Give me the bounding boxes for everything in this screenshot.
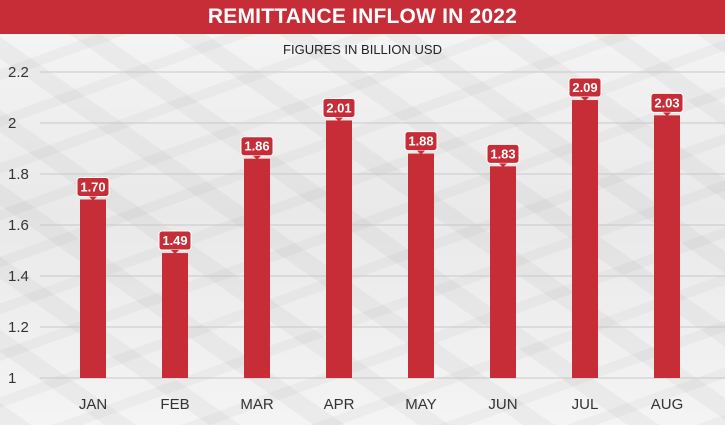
bar-mar (244, 158, 270, 378)
value-label-pointer (663, 112, 671, 117)
bar-jul (572, 100, 598, 379)
y-tick-label: 2 (8, 115, 16, 132)
y-tick-label: 1.6 (8, 217, 29, 234)
bar-feb (162, 253, 188, 378)
data-label: 1.83 (490, 146, 515, 161)
title-bar (0, 0, 725, 34)
data-label: 2.03 (654, 95, 679, 110)
bar-aug (654, 115, 680, 378)
value-label-pointer (499, 163, 507, 168)
y-tick-label: 1.8 (8, 166, 29, 183)
data-label: 1.88 (408, 134, 433, 149)
x-tick-label: FEB (160, 396, 189, 413)
data-label: 1.49 (162, 233, 187, 248)
y-tick-label: 1 (8, 370, 16, 387)
data-label: 1.86 (244, 139, 269, 154)
bar-jun (490, 166, 516, 378)
bar-jan (80, 199, 106, 378)
bar-may (408, 153, 434, 378)
x-tick-label: APR (324, 396, 355, 413)
x-tick-label: JAN (79, 396, 107, 413)
data-label: 1.70 (80, 180, 105, 195)
data-label: 2.01 (326, 100, 351, 115)
value-label-pointer (581, 97, 589, 102)
x-tick-label: JUN (488, 396, 517, 413)
x-tick-label: MAR (240, 396, 274, 413)
value-label-pointer (417, 150, 425, 155)
x-tick-label: AUG (651, 396, 684, 413)
data-label: 2.09 (572, 80, 597, 95)
bar-apr (326, 120, 352, 378)
chart-subtitle: FIGURES IN BILLION USD (283, 42, 442, 57)
y-tick-label: 1.2 (8, 319, 29, 336)
x-tick-label: MAY (405, 396, 436, 413)
chart-title: REMITTANCE INFLOW IN 2022 (207, 5, 518, 28)
value-label-pointer (253, 155, 261, 160)
y-tick-label: 2.2 (8, 64, 29, 81)
x-tick-label: JUL (572, 396, 599, 413)
value-label-pointer (171, 250, 179, 255)
y-tick-label: 1.4 (8, 268, 29, 285)
value-label-pointer (335, 117, 343, 122)
value-label-pointer (89, 196, 97, 201)
